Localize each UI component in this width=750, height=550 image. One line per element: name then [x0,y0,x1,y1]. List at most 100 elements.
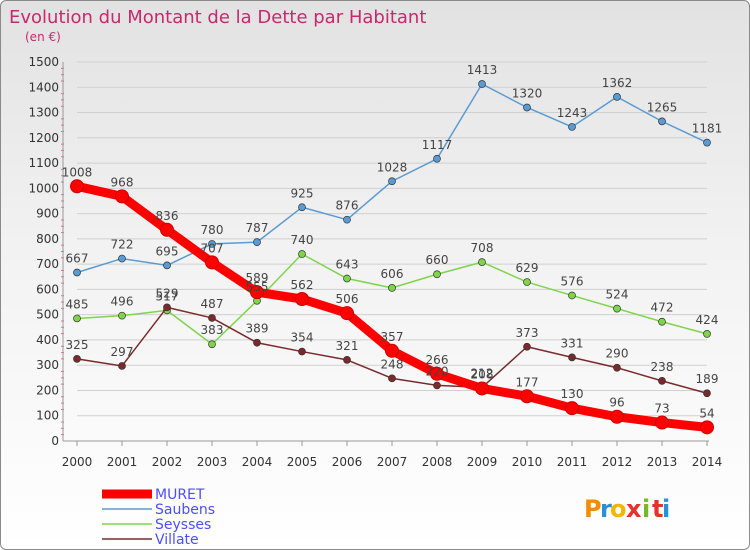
data-point [658,377,666,385]
data-label: 506 [336,292,359,306]
x-tick-label: 2009 [467,455,498,469]
data-label: 780 [201,223,224,237]
x-tick-label: 2003 [197,455,228,469]
logo-letter: P [584,495,602,523]
data-point [73,268,81,277]
x-tick-label: 2002 [152,455,183,469]
data-point [388,177,396,186]
data-label: 189 [696,372,719,386]
y-tick-label: 1200 [28,131,59,145]
data-point [433,270,441,279]
data-label: 660 [426,253,449,267]
data-label: 1028 [377,160,408,174]
data-label: 1265 [647,100,678,114]
data-point [163,261,171,270]
y-tick-label: 0 [51,434,59,448]
data-label: 248 [381,357,404,371]
y-tick-label: 1300 [28,106,59,120]
data-label: 325 [66,338,89,352]
data-point [388,374,396,383]
data-point [208,240,216,248]
data-label: 321 [336,339,359,353]
data-point [433,381,441,390]
data-point [208,340,216,349]
data-label: 354 [291,331,314,345]
data-point [340,306,354,321]
data-point [73,314,81,323]
data-label: 487 [201,297,224,311]
data-label: 643 [336,258,359,272]
data-label: 529 [156,286,179,300]
data-label: 357 [381,330,404,344]
y-tick-label: 500 [36,308,59,322]
data-label: 589 [246,271,269,285]
data-label: 54 [699,406,714,420]
data-point [523,103,531,112]
data-point [568,353,576,362]
data-label: 472 [651,301,674,315]
data-label: 722 [111,238,134,252]
data-point [565,401,579,416]
data-point [658,117,666,126]
x-tick-label: 2012 [602,455,633,469]
data-label: 555 [246,280,269,294]
axes: 0 100 200 300 400 500 600 700 800 900 1000 1100 1200… [28,55,722,469]
data-point [610,409,624,424]
data-label: 787 [246,221,269,235]
data-label: 708 [471,241,494,255]
x-tick-label: 2005 [287,455,318,469]
data-point [118,254,126,263]
y-tick-label: 400 [36,333,59,347]
data-label: 297 [111,345,134,359]
data-label: 925 [291,186,314,200]
data-label: 266 [426,353,449,367]
data-label: 496 [111,295,134,309]
x-tick-label: 2007 [377,455,408,469]
data-point [658,317,666,326]
data-label: 968 [111,175,134,189]
data-point [478,258,486,266]
data-point [118,311,126,320]
y-tick-label: 800 [36,232,59,246]
y-tick-label: 1100 [28,156,59,170]
x-tick-label: 2001 [107,455,138,469]
data-point [475,381,489,396]
data-label: 1181 [692,122,723,136]
chart-subtitle: (en €) [25,30,61,44]
data-label: 876 [336,199,359,213]
data-label: 707 [201,241,224,255]
data-point [568,123,576,131]
data-label: 606 [381,267,404,281]
data-point [523,342,531,351]
data-point [208,314,216,322]
data-label: 424 [696,313,719,327]
y-tick-label: 1500 [28,55,59,69]
data-point [520,389,534,404]
x-tick-label: 2013 [647,455,678,469]
data-label: 524 [606,288,629,302]
y-tick-label: 1000 [28,181,59,195]
legend-label-seysses: Seysses [155,517,211,533]
grid [77,61,707,442]
data-label: 208 [471,367,494,381]
data-label: 1008 [62,165,93,179]
data-point [343,274,351,283]
data-point [568,291,576,300]
data-label: 177 [516,375,539,389]
x-tick-label: 2011 [557,455,588,469]
legend-label-villate: Villate [155,532,199,548]
y-tick-label: 300 [36,358,59,372]
logo-letter: i [662,495,670,523]
x-tick-label: 2014 [692,455,723,469]
y-tick-label: 200 [36,383,59,397]
data-point [523,278,531,286]
data-point [118,362,126,370]
logo-letter: t [652,495,663,523]
data-labels: 667 722 695 780 787 925 876 1028 1117 1413 1320 124… [62,63,723,420]
y-tick-label: 700 [36,257,59,271]
x-tick-label: 2010 [512,455,543,469]
y-tick-label: 1400 [28,80,59,94]
x-tick-label: 2006 [332,455,363,469]
